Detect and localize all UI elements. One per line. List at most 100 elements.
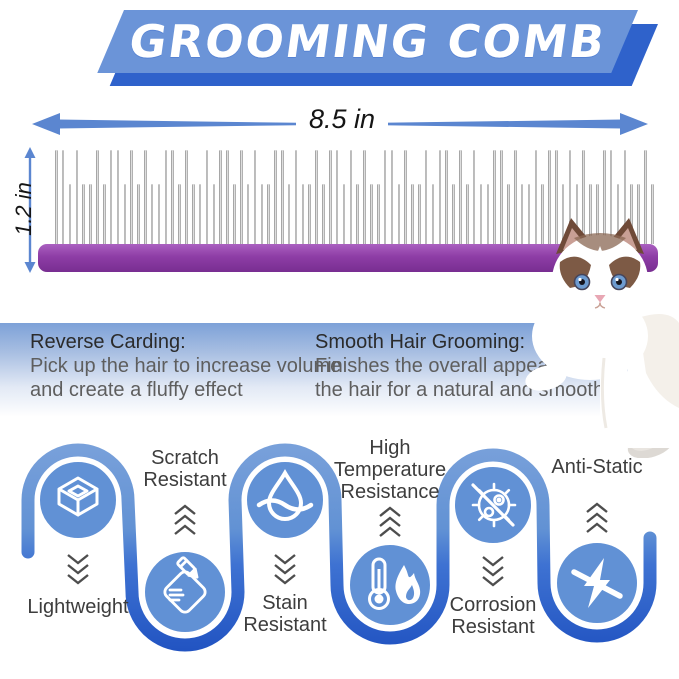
comb-pin (424, 150, 428, 244)
comb-pin (541, 184, 544, 244)
feature-label-high-temperature: High Temperature Resistance (333, 437, 447, 503)
comb-pin (253, 150, 257, 244)
info-block-reverse-carding: Reverse Carding: Pick up the hair to inc… (30, 330, 341, 402)
comb-pin (438, 150, 442, 244)
comb-pin (466, 184, 469, 244)
comb-pin (335, 150, 339, 244)
comb-pin (246, 184, 250, 244)
comb-pin (644, 150, 647, 244)
comb-pin (329, 150, 332, 244)
comb-pin (55, 150, 58, 244)
comb-pin (493, 150, 496, 244)
comb-pin (185, 150, 188, 244)
comb-pin (404, 150, 407, 244)
comb-pin (82, 184, 85, 244)
comb-pin (260, 184, 264, 244)
comb-pin (486, 184, 490, 244)
thermometer-flame-icon (346, 541, 434, 629)
feature-label-stain-resistant: Stain Resistant (243, 592, 327, 636)
feature-label-scratch-resistant: Scratch Resistant (143, 447, 227, 491)
comb-pin (322, 184, 325, 244)
chevrons-down-icon (482, 556, 504, 587)
comb-pin (548, 150, 551, 244)
comb-pin (226, 150, 229, 244)
comb-pin (603, 150, 606, 244)
comb-pin (376, 184, 380, 244)
comb-pin (239, 150, 243, 244)
comb-pin (452, 184, 455, 244)
comb-pin (520, 184, 524, 244)
comb-pin (459, 150, 462, 244)
comb-pin (198, 184, 202, 244)
comb-pin (116, 150, 120, 244)
comb-pin (431, 184, 435, 244)
comb-pin (205, 150, 209, 244)
comb-pin (356, 184, 359, 244)
info-body: Pick up the hair to increase volume and … (30, 355, 342, 401)
feature-label-anti-static: Anti-Static (551, 456, 643, 478)
comb-pin (568, 150, 572, 244)
comb-pin (472, 150, 476, 244)
comb-pin (390, 150, 394, 244)
comb-pin (219, 150, 222, 244)
comb-pin (383, 150, 387, 244)
comb-pin (315, 150, 318, 244)
comb-pin (157, 184, 161, 244)
comb-pin (96, 150, 99, 244)
title-banner: GROOMING COMB (97, 10, 639, 73)
cat-image (525, 218, 679, 458)
comb-pin (301, 184, 305, 244)
comb-pin (527, 184, 531, 244)
comb-pin (534, 150, 538, 244)
comb-pin (61, 150, 65, 244)
comb-pin (418, 184, 421, 244)
comb-pin (130, 150, 133, 244)
comb-pin (589, 184, 592, 244)
comb-pin (150, 184, 154, 244)
comb-pin (650, 184, 654, 244)
feature-label-corrosion-resistant: Corrosion Resistant (449, 594, 537, 638)
comb-pin (342, 184, 346, 244)
anti-static-icon (553, 539, 641, 627)
comb-pin (308, 184, 312, 244)
comb-pin (445, 150, 449, 244)
height-arrow (24, 147, 36, 273)
comb-pin (281, 150, 284, 244)
comb-pin (178, 184, 181, 244)
comb-pin (609, 150, 613, 244)
comb-pin (507, 184, 510, 244)
comb-pin (109, 150, 113, 244)
comb-pin (582, 150, 586, 244)
height-dimension-label: 1.2 in (11, 182, 36, 236)
notepad-pen-icon (141, 548, 229, 636)
comb-pin (500, 150, 503, 244)
chevrons-up-icon (379, 506, 401, 537)
comb-pin (349, 150, 353, 244)
comb-pin (637, 184, 640, 244)
comb-pin (233, 184, 236, 244)
comb-pin (171, 150, 175, 244)
comb-pin (561, 184, 565, 244)
comb-pin (363, 150, 366, 244)
comb-pin (267, 184, 270, 244)
cube-icon (36, 458, 120, 542)
comb-pin (596, 184, 599, 244)
comb-pin (287, 184, 291, 244)
water-drop-icon (243, 458, 327, 542)
comb-pin (397, 184, 401, 244)
comb-pin (411, 184, 414, 244)
comb-pin (575, 184, 579, 244)
comb-pin (89, 184, 92, 244)
comb-pin (479, 184, 483, 244)
comb-pin (68, 184, 72, 244)
comb-pin (370, 184, 373, 244)
comb-pin (623, 150, 627, 244)
ribbon-path (21, 443, 657, 652)
info-heading: Reverse Carding: (30, 331, 186, 353)
comb-pin (212, 184, 216, 244)
comb-pin (555, 150, 558, 244)
feature-label-lightweight: Lightweight (27, 596, 129, 618)
comb-pin (144, 150, 147, 244)
comb-pin (164, 150, 168, 244)
